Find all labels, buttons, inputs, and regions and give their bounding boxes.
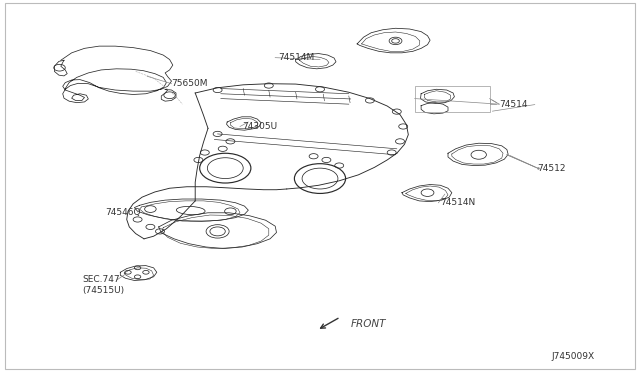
Text: SEC.747: SEC.747: [82, 275, 120, 284]
Text: 74512: 74512: [538, 164, 566, 173]
Text: 74514M: 74514M: [278, 53, 315, 62]
Text: 75650M: 75650M: [172, 79, 208, 88]
Text: 74514: 74514: [499, 100, 528, 109]
Bar: [415, 86, 490, 112]
Text: 74546Q: 74546Q: [106, 208, 141, 217]
Text: J745009X: J745009X: [552, 352, 595, 361]
Text: FRONT: FRONT: [351, 320, 386, 329]
Text: 74514N: 74514N: [440, 198, 476, 207]
Text: 74305U: 74305U: [242, 122, 277, 131]
Text: (74515U): (74515U): [82, 286, 124, 295]
